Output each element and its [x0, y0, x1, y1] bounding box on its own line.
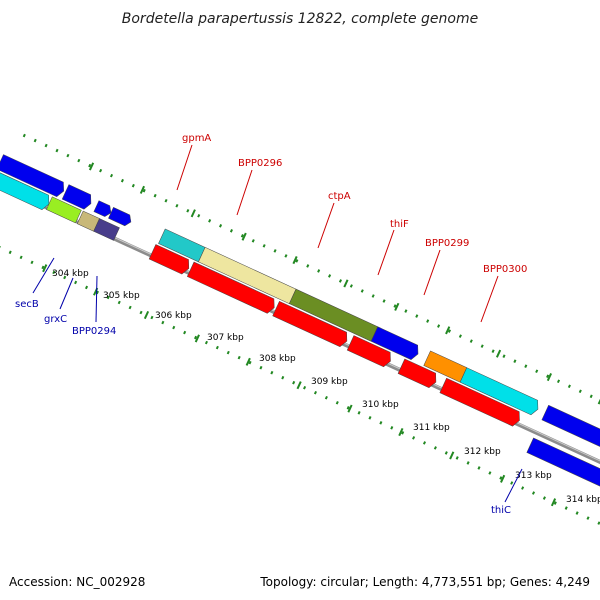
tick-label-305: 305 kbp	[103, 291, 140, 301]
tick-label-309: 309 kbp	[311, 377, 348, 387]
label-BPP0299[interactable]: BPP0299	[425, 238, 469, 249]
forward-gene-row-outer	[0, 154, 600, 463]
gene-small-fwd-2[interactable]	[93, 200, 114, 219]
top-gene-labels: gpmA BPP0296 ctpA thiF BPP0299 BPP0300	[176, 133, 527, 323]
gene-row-inner	[0, 170, 600, 497]
tick-label-312: 312 kbp	[464, 447, 501, 457]
map-title: Bordetella parapertussis 12822, complete…	[122, 11, 478, 27]
leader-ctpA	[317, 202, 335, 249]
leader-BPP0294	[95, 275, 98, 323]
gene-grxC[interactable]	[46, 196, 82, 224]
gene-red-5[interactable]	[397, 358, 439, 389]
label-secB[interactable]: secB	[15, 299, 39, 310]
leader-BPP0296	[236, 169, 253, 216]
gene-BPP0294-b[interactable]	[93, 218, 120, 241]
tick-label-306: 306 kbp	[155, 311, 192, 321]
gene-thiC-upper[interactable]	[541, 404, 600, 463]
leader-grxC	[59, 277, 74, 310]
label-thiF[interactable]: thiF	[390, 219, 409, 230]
label-thiC[interactable]: thiC	[491, 505, 511, 516]
bottom-gene-labels: secB grxC BPP0294 thiC	[15, 257, 523, 516]
leader-BPP0300	[480, 275, 499, 323]
gene-secB[interactable]	[0, 170, 52, 211]
gene-secB-fwd[interactable]	[0, 154, 67, 199]
gene-red-4[interactable]	[346, 335, 394, 369]
gene-red-3[interactable]	[272, 300, 351, 348]
label-gpmA[interactable]: gpmA	[182, 133, 211, 144]
tick-label-308: 308 kbp	[259, 354, 296, 364]
label-BPP0294[interactable]: BPP0294	[72, 326, 116, 337]
outer-major-ticks	[88, 162, 600, 405]
gene-small-fwd-1[interactable]	[61, 184, 94, 211]
leader-thiF	[377, 229, 395, 276]
leader-gpmA	[176, 144, 193, 191]
tick-label-314: 314 kbp	[566, 495, 600, 505]
gene-red-2[interactable]	[186, 261, 277, 315]
tick-labels: 304 kbp 305 kbp 306 kbp 307 kbp 308 kbp …	[52, 269, 600, 505]
inner-major-ticks	[42, 264, 557, 507]
inner-dotted-line	[0, 235, 600, 540]
leader-thiC	[504, 468, 523, 503]
accession-text: Accession: NC_002928	[9, 575, 145, 589]
tick-label-311: 311 kbp	[413, 423, 450, 433]
tick-label-304: 304 kbp	[52, 269, 89, 279]
leader-BPP0299	[423, 249, 441, 296]
gene-small-fwd-3[interactable]	[108, 207, 133, 227]
gene-red-1[interactable]	[148, 244, 192, 275]
gene-red-6[interactable]	[439, 377, 523, 428]
gene-BPP0300[interactable]	[459, 367, 541, 417]
tick-label-313: 313 kbp	[515, 471, 552, 481]
genome-track	[0, 133, 600, 540]
label-ctpA[interactable]: ctpA	[328, 191, 351, 202]
leader-secB	[32, 257, 55, 294]
label-BPP0296[interactable]: BPP0296	[238, 158, 282, 169]
label-grxC[interactable]: grxC	[44, 314, 67, 325]
topology-text: Topology: circular; Length: 4,773,551 bp…	[259, 575, 590, 589]
tick-label-307: 307 kbp	[207, 333, 244, 343]
tick-label-310: 310 kbp	[362, 400, 399, 410]
gene-thiC[interactable]	[526, 437, 600, 497]
gene-thiF[interactable]	[370, 326, 421, 362]
label-BPP0300[interactable]: BPP0300	[483, 264, 527, 275]
